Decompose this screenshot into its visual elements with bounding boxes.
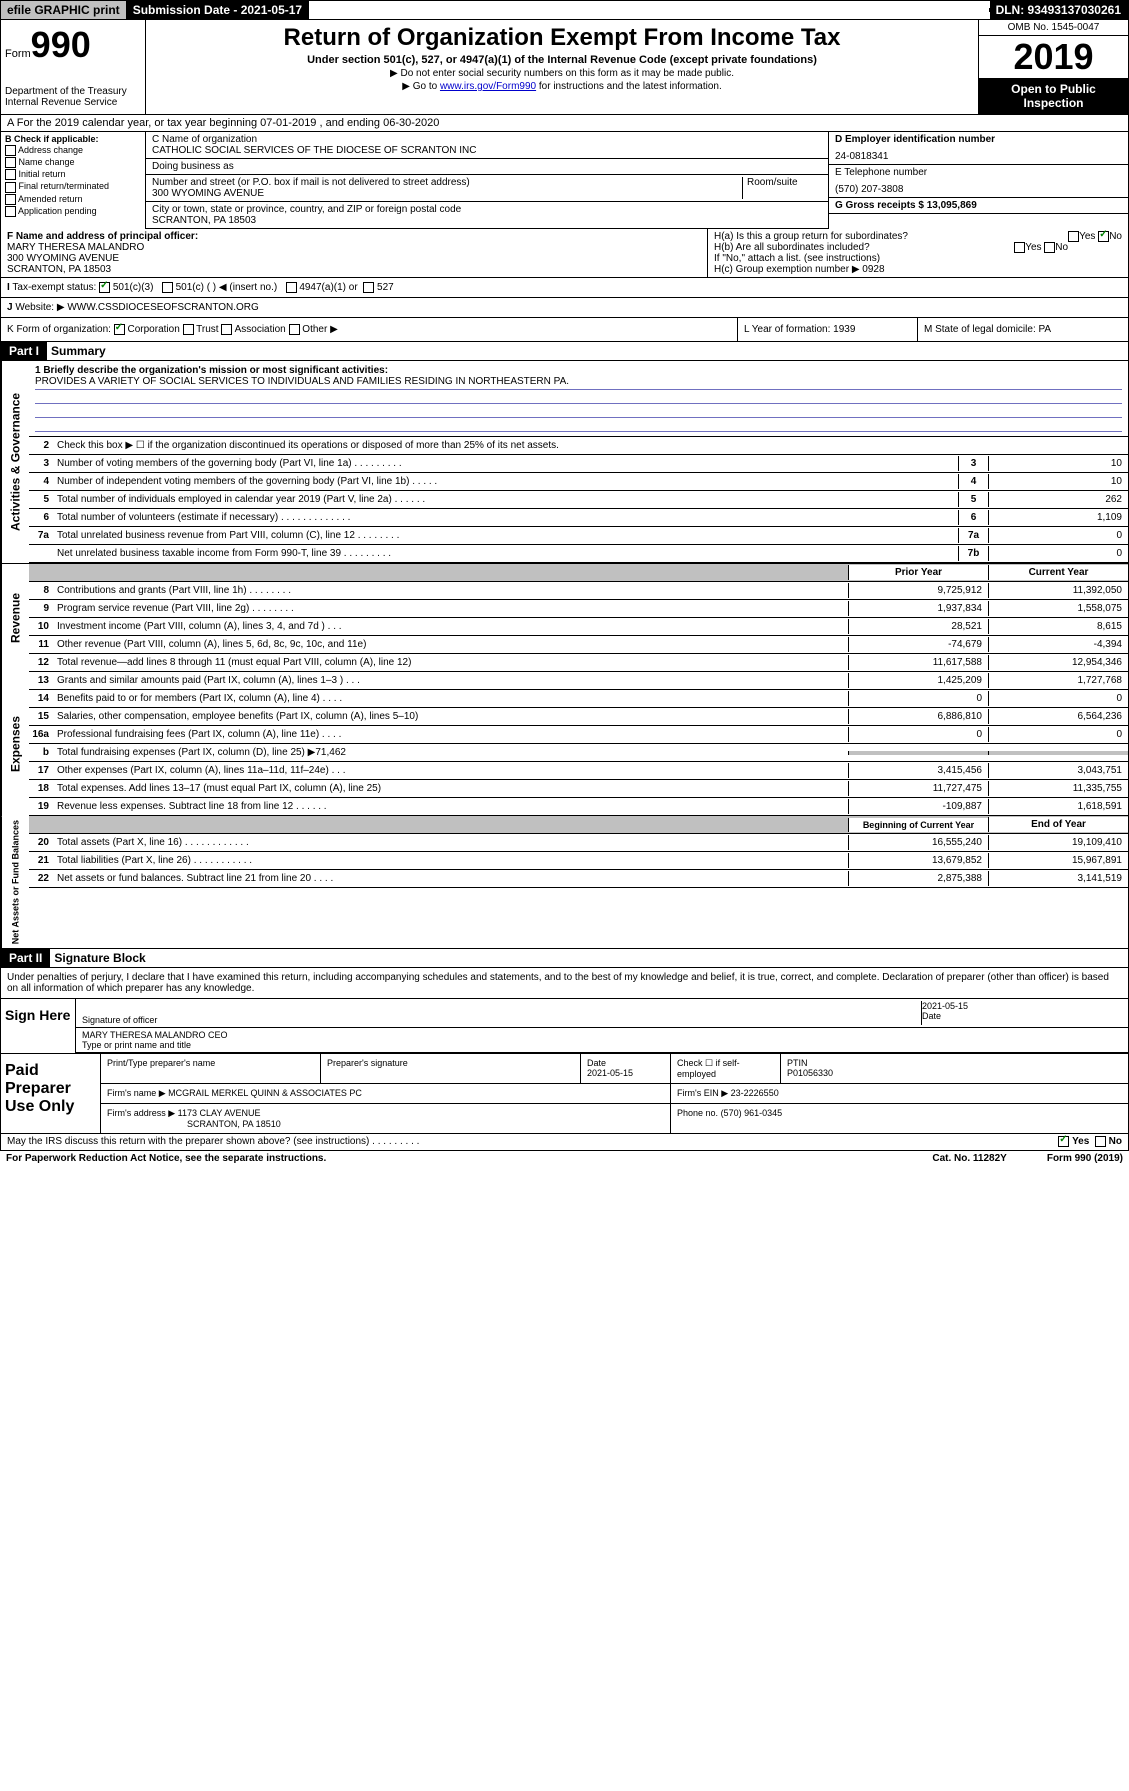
website-row: J Website: ▶ WWW.CSSDIOCESEOFSCRANTON.OR… <box>0 298 1129 318</box>
gross-receipts: G Gross receipts $ 13,095,869 <box>829 198 1128 214</box>
year-formation: L Year of formation: 1939 <box>738 318 918 341</box>
tax-exempt-row: I Tax-exempt status: 501(c)(3) 501(c) ( … <box>0 278 1129 298</box>
summary-line: Net unrelated business taxable income fr… <box>29 545 1128 563</box>
summary-line: 10Investment income (Part VIII, column (… <box>29 618 1128 636</box>
mission: PROVIDES A VARIETY OF SOCIAL SERVICES TO… <box>35 376 1122 390</box>
ein: 24-0818341 <box>835 151 1122 162</box>
row-klm: K Form of organization: Corporation Trus… <box>0 318 1129 342</box>
col-b: B Check if applicable: Address change Na… <box>1 132 146 229</box>
summary-line: 15Salaries, other compensation, employee… <box>29 708 1128 726</box>
chk-final[interactable]: Final return/terminated <box>5 181 141 192</box>
submission-date: Submission Date - 2021-05-17 <box>127 1 309 19</box>
tax-year: 2019 <box>979 36 1128 78</box>
summary-line: 18Total expenses. Add lines 13–17 (must … <box>29 780 1128 798</box>
group-return: H(a) Is this a group return for subordin… <box>708 229 1128 277</box>
summary-line: 4Number of independent voting members of… <box>29 473 1128 491</box>
summary-line: 13Grants and similar amounts paid (Part … <box>29 672 1128 690</box>
org-name: CATHOLIC SOCIAL SERVICES OF THE DIOCESE … <box>152 145 822 156</box>
part2-header: Part IISignature Block <box>0 949 1129 968</box>
header-mid: Return of Organization Exempt From Incom… <box>146 20 978 114</box>
signature-block: Under penalties of perjury, I declare th… <box>0 968 1129 1054</box>
chk-amended[interactable]: Amended return <box>5 194 141 205</box>
part1-header: Part ISummary <box>0 342 1129 361</box>
summary-line: 3Number of voting members of the governi… <box>29 455 1128 473</box>
efile-label[interactable]: efile GRAPHIC print <box>1 1 127 19</box>
ptin: P01056330 <box>787 1068 833 1078</box>
principal-officer: F Name and address of principal officer:… <box>1 229 708 277</box>
footer: For Paperwork Reduction Act Notice, see … <box>0 1151 1129 1166</box>
header-right: OMB No. 1545-0047 2019 Open to Public In… <box>978 20 1128 114</box>
chk-address[interactable]: Address change <box>5 145 141 156</box>
summary-revenue: Revenue Prior YearCurrent Year 8Contribu… <box>0 563 1129 672</box>
summary-line: 14Benefits paid to or for members (Part … <box>29 690 1128 708</box>
summary-line: 17Other expenses (Part IX, column (A), l… <box>29 762 1128 780</box>
discuss-row: May the IRS discuss this return with the… <box>0 1134 1129 1150</box>
summary-line: 6Total number of volunteers (estimate if… <box>29 509 1128 527</box>
row-a: A For the 2019 calendar year, or tax yea… <box>0 115 1129 132</box>
summary-line: 19Revenue less expenses. Subtract line 1… <box>29 798 1128 816</box>
chk-initial[interactable]: Initial return <box>5 169 141 180</box>
omb: OMB No. 1545-0047 <box>979 20 1128 36</box>
summary-line: 16aProfessional fundraising fees (Part I… <box>29 726 1128 744</box>
summary-line: 20Total assets (Part X, line 16) . . . .… <box>29 834 1128 852</box>
summary-line: 9Program service revenue (Part VIII, lin… <box>29 600 1128 618</box>
website[interactable]: WWW.CSSDIOCESEOFSCRANTON.ORG <box>67 302 259 313</box>
row-fh: F Name and address of principal officer:… <box>0 229 1129 278</box>
state-domicile: M State of legal domicile: PA <box>918 318 1128 341</box>
summary-line: 11Other revenue (Part VIII, column (A), … <box>29 636 1128 654</box>
summary-expenses: Expenses 13Grants and similar amounts pa… <box>0 672 1129 816</box>
form-number: 990 <box>31 24 91 65</box>
paid-preparer: Paid Preparer Use Only Print/Type prepar… <box>0 1054 1129 1134</box>
col-c: C Name of organizationCATHOLIC SOCIAL SE… <box>146 132 828 229</box>
summary-line: 21Total liabilities (Part X, line 26) . … <box>29 852 1128 870</box>
summary-line: 12Total revenue—add lines 8 through 11 (… <box>29 654 1128 672</box>
summary-netassets: Net Assets or Fund Balances Beginning of… <box>0 816 1129 949</box>
summary-governance: Activities & Governance 1 Briefly descri… <box>0 361 1129 563</box>
firm-phone: (570) 961-0345 <box>721 1108 783 1118</box>
telephone: (570) 207-3808 <box>835 184 1122 195</box>
firm-name: MCGRAIL MERKEL QUINN & ASSOCIATES PC <box>168 1088 362 1098</box>
summary-line: 7aTotal unrelated business revenue from … <box>29 527 1128 545</box>
summary-line: 5Total number of individuals employed in… <box>29 491 1128 509</box>
irs-link[interactable]: www.irs.gov/Form990 <box>440 81 536 92</box>
summary-line: bTotal fundraising expenses (Part IX, co… <box>29 744 1128 762</box>
summary-line: 8Contributions and grants (Part VIII, li… <box>29 582 1128 600</box>
header-left: Form990 Department of the Treasury Inter… <box>1 20 146 114</box>
col-d: D Employer identification number24-08183… <box>828 132 1128 229</box>
firm-ein: 23-2226550 <box>731 1088 779 1098</box>
officer-name: MARY THERESA MALANDRO CEO <box>82 1030 228 1040</box>
form-header: Form990 Department of the Treasury Inter… <box>0 20 1129 115</box>
dln: DLN: 93493137030261 <box>990 1 1128 19</box>
top-bar: efile GRAPHIC print Submission Date - 20… <box>0 0 1129 20</box>
chk-name[interactable]: Name change <box>5 157 141 168</box>
summary-line: 22Net assets or fund balances. Subtract … <box>29 870 1128 888</box>
chk-pending[interactable]: Application pending <box>5 206 141 217</box>
open-inspection: Open to Public Inspection <box>979 78 1128 114</box>
dept-label: Department of the Treasury Internal Reve… <box>5 86 141 108</box>
org-addr: 300 WYOMING AVENUE <box>152 188 742 199</box>
form-title: Return of Organization Exempt From Incom… <box>150 24 974 52</box>
section-bcd: B Check if applicable: Address change Na… <box>0 132 1129 229</box>
org-city: SCRANTON, PA 18503 <box>152 215 822 226</box>
